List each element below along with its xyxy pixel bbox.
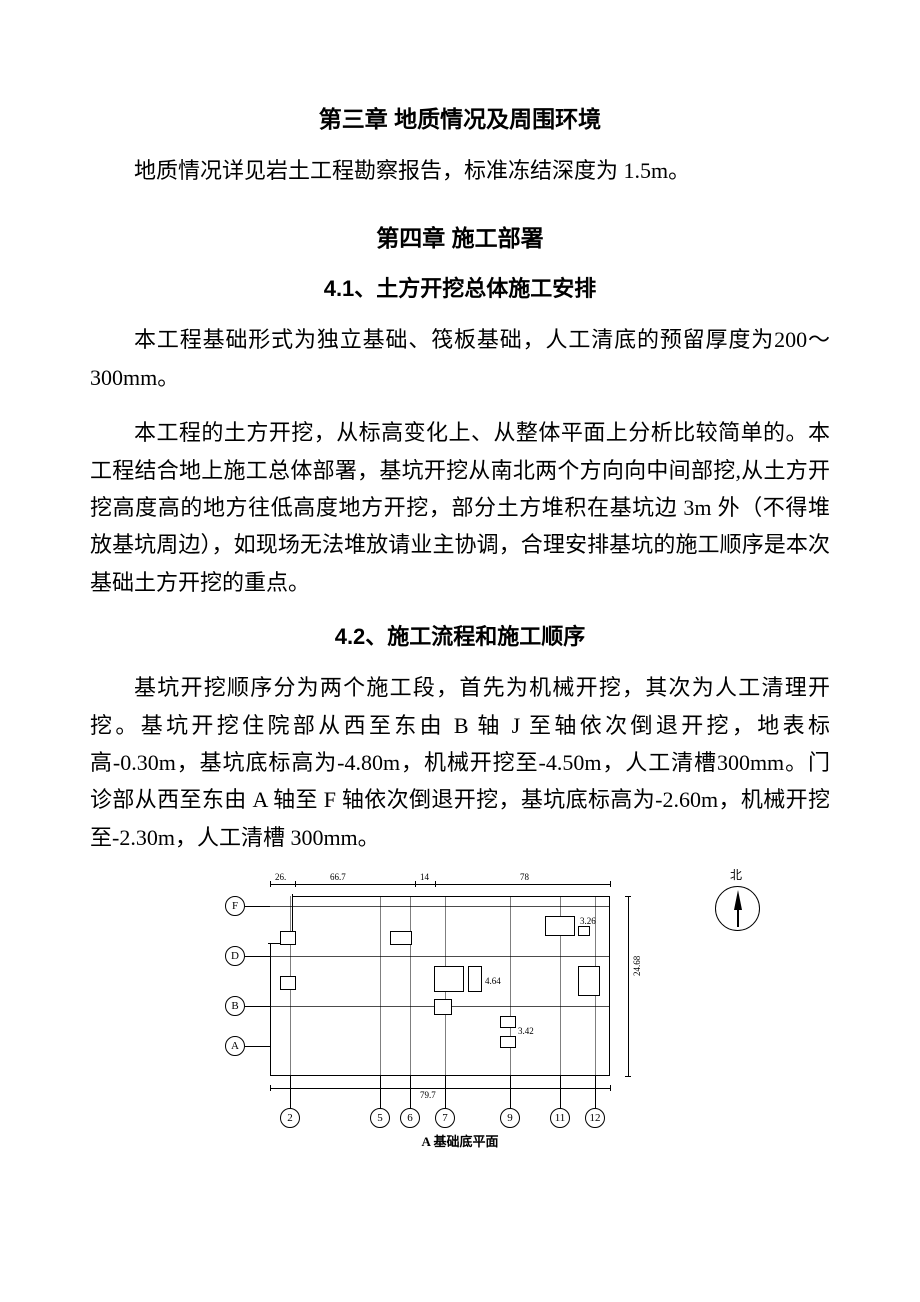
axis-label-7: 7 xyxy=(435,1108,455,1128)
north-compass-icon xyxy=(715,886,760,931)
footing-10 xyxy=(578,926,590,936)
footing-1 xyxy=(280,976,296,990)
axis-label-11: 11 xyxy=(550,1108,570,1128)
diagram-caption: A 基础底平面 xyxy=(422,1131,499,1161)
section41-para2: 本工程的土方开挖，从标高变化上、从整体平面上分析比较简单的。本工程结合地上施工总… xyxy=(90,414,830,601)
axis-label-F: F xyxy=(225,896,245,916)
section42-para1: 基坑开挖顺序分为两个施工段，首先为机械开挖，其次为人工清理开挖。基坑开挖住院部从… xyxy=(90,669,830,856)
footing-5 xyxy=(468,966,482,992)
footing-2 xyxy=(390,931,412,945)
axis-label-12: 12 xyxy=(585,1108,605,1128)
diagram-container: 26.66.7147879.724.68FDBA2567911124.643.4… xyxy=(90,876,830,1156)
footing-3 xyxy=(434,966,464,992)
axis-label-A: A xyxy=(225,1036,245,1056)
footing-7 xyxy=(500,1036,516,1048)
section42-title: 4.2、施工流程和施工顺序 xyxy=(90,619,830,651)
axis-label-2: 2 xyxy=(280,1108,300,1128)
axis-label-6: 6 xyxy=(400,1108,420,1128)
chapter3-para1: 地质情况详见岩土工程勘察报告，标准冻结深度为 1.5m。 xyxy=(90,152,830,189)
plan-diagram: 26.66.7147879.724.68FDBA2567911124.643.4… xyxy=(220,876,700,1156)
section41-para1: 本工程基础形式为独立基础、筏板基础，人工清底的预留厚度为200～300mm。 xyxy=(90,321,830,396)
compass-label: 北 xyxy=(730,866,742,883)
footing-8 xyxy=(545,916,575,936)
axis-label-D: D xyxy=(225,946,245,966)
axis-label-B: B xyxy=(225,996,245,1016)
footing-9 xyxy=(578,966,600,996)
axis-label-5: 5 xyxy=(370,1108,390,1128)
footing-4 xyxy=(434,999,452,1015)
axis-label-9: 9 xyxy=(500,1108,520,1128)
footing-6 xyxy=(500,1016,516,1028)
footing-0 xyxy=(280,931,296,945)
chapter3-title: 第三章 地质情况及周围环境 xyxy=(90,100,830,134)
section41-title: 4.1、土方开挖总体施工安排 xyxy=(90,271,830,303)
chapter4-title: 第四章 施工部署 xyxy=(90,219,830,253)
